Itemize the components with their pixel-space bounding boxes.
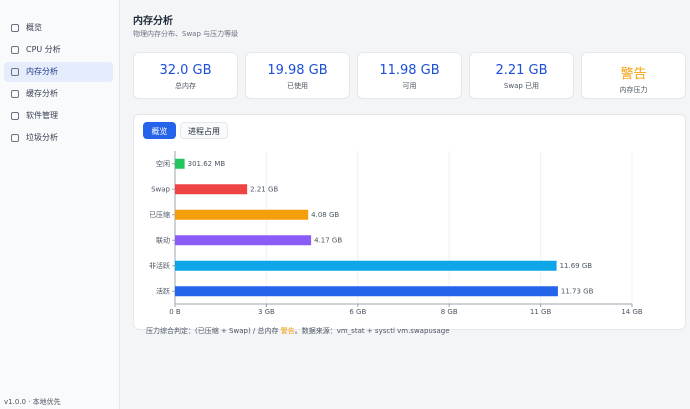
bar (175, 184, 248, 195)
nav-item[interactable]: 内存分析 (4, 62, 113, 82)
sidebar: 概览 CPU 分析 内存分析 缓存分析 软件管理 垃圾分析 v1.0.0 · 本… (0, 0, 120, 409)
x-tick-label: 6 GB (349, 308, 366, 316)
footnote: 压力综合判定：(已压缩 + Swap) / 总内存 警告。数据来源：vm_sta… (146, 326, 450, 336)
value-label: 11.73 GB (561, 287, 594, 295)
nav-item[interactable]: CPU 分析 (4, 40, 113, 60)
y-tick-label: Swap (151, 185, 170, 193)
bar (175, 158, 185, 169)
stat-label: 内存压力 (619, 86, 648, 94)
y-tick-label: 活跃 (156, 286, 170, 295)
footnote-text: 压力综合判定：(已压缩 + Swap) / 总内存 (146, 327, 281, 335)
version: v1.0.0 · 本地优先 (4, 398, 61, 406)
stat-card: 19.98 GB 已使用 (245, 52, 350, 99)
y-tick-label: 非活跃 (149, 261, 170, 270)
tab[interactable]: 概览 (143, 122, 176, 139)
stat-value: 11.98 GB (379, 63, 440, 78)
stat-card: 32.0 GB 总内存 (133, 52, 238, 99)
stat-label: 可用 (402, 82, 417, 90)
stat-label: 总内存 (175, 82, 196, 90)
stat-value: 32.0 GB (159, 63, 212, 78)
value-label: 11.69 GB (560, 262, 593, 270)
y-tick-label: 已压缩 (149, 210, 170, 219)
bar (175, 209, 309, 220)
bar (175, 235, 312, 246)
stat-value: 19.98 GB (267, 63, 328, 78)
y-tick-label: 联动 (156, 235, 170, 244)
stat-card: 11.98 GB 可用 (357, 52, 462, 99)
footnote-text: 。数据来源：vm_stat + sysctl vm.swapusage (294, 327, 450, 335)
x-tick-label: 0 B (169, 308, 181, 316)
page-title: 内存分析 (133, 16, 173, 27)
y-tick-label: 空闲 (156, 159, 170, 168)
bar (175, 260, 557, 271)
stat-value: 警告 (620, 67, 647, 82)
value-label: 4.08 GB (311, 211, 339, 219)
page-subtitle: 物理内存分布、Swap 与压力等级 (133, 30, 239, 38)
nav-item[interactable]: 缓存分析 (4, 84, 113, 104)
x-tick-label: 11 GB (530, 308, 552, 316)
x-tick-label: 8 GB (441, 308, 458, 316)
value-label: 4.17 GB (314, 236, 342, 244)
bar (175, 286, 558, 297)
value-label: 301.62 MB (188, 160, 226, 168)
value-label: 2.21 GB (250, 185, 278, 193)
nav-item[interactable]: 垃圾分析 (4, 128, 113, 148)
footnote-highlight: 警告 (280, 327, 295, 335)
stat-card: 2.21 GB Swap 已用 (469, 52, 574, 99)
stat-value: 2.21 GB (495, 63, 548, 78)
tab[interactable]: 进程占用 (180, 122, 228, 139)
x-tick-label: 14 GB (621, 308, 643, 316)
stat-label: 已使用 (287, 82, 308, 90)
x-tick-label: 3 GB (258, 308, 275, 316)
stat-label: Swap 已用 (503, 82, 540, 90)
stat-card: 警告 内存压力 (581, 52, 686, 99)
nav-item[interactable]: 软件管理 (4, 106, 113, 126)
nav-item[interactable]: 概览 (4, 18, 113, 38)
